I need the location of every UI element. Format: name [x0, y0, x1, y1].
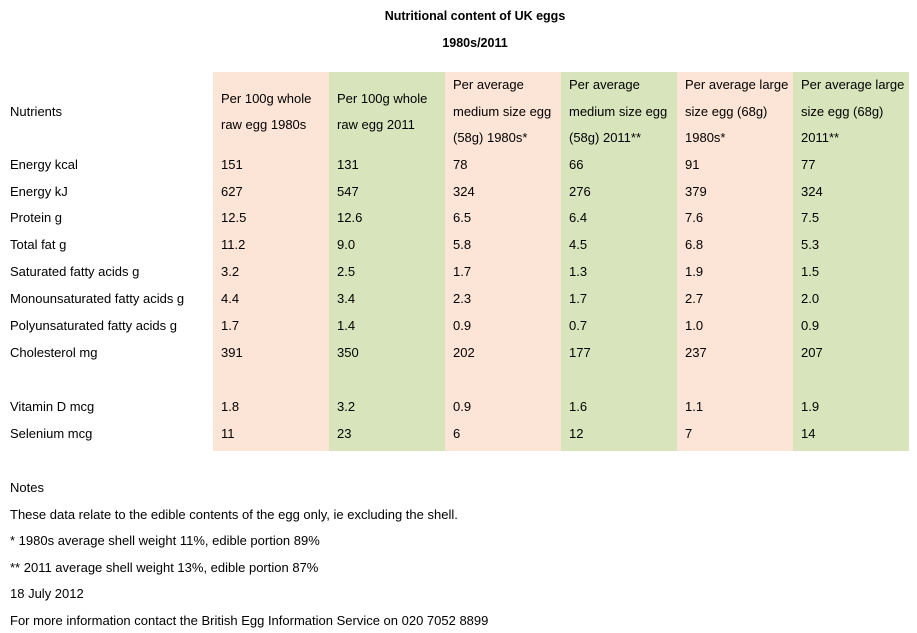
- cell: 391: [221, 345, 243, 360]
- cell: 1.9: [685, 264, 704, 279]
- row-label: Cholesterol mg: [10, 345, 98, 360]
- column-header: Per average medium size egg (58g) 1980s*: [453, 77, 552, 146]
- row-label: Selenium mcg: [10, 426, 93, 441]
- cell: 1.9: [801, 399, 820, 414]
- cell: 7.6: [685, 210, 704, 225]
- cell: 202: [453, 345, 475, 360]
- cell: 1.4: [337, 318, 356, 333]
- cell: 12.6: [337, 210, 363, 225]
- column-header: Per 100g whole raw egg 1980s: [221, 90, 312, 133]
- cell: 66: [569, 157, 584, 172]
- cell: 78: [453, 157, 468, 172]
- cell: 1.5: [801, 264, 820, 279]
- cell: 14: [801, 426, 816, 441]
- row-label: Polyunsaturated fatty acids g: [10, 318, 177, 333]
- cell: 5.3: [801, 237, 820, 252]
- cell: 1.6: [569, 399, 588, 414]
- cell: 324: [801, 184, 823, 199]
- column-header: Per average medium size egg (58g) 2011**: [569, 77, 668, 146]
- cell: 7: [685, 426, 693, 441]
- row-label: Energy kJ: [10, 184, 68, 199]
- cell: 2.5: [337, 264, 356, 279]
- cell: 1.0: [685, 318, 704, 333]
- column-header: Per average large size egg (68g) 2011**: [801, 77, 905, 146]
- cell: 3.2: [337, 399, 356, 414]
- column-header: Nutrients: [10, 103, 63, 119]
- note: For more information contact the British…: [10, 613, 489, 628]
- cell: 7.5: [801, 210, 820, 225]
- column-background: [213, 72, 329, 451]
- column-background: [793, 72, 909, 451]
- cell: 0.9: [801, 318, 820, 333]
- cell: 1.8: [221, 399, 240, 414]
- cell: 276: [569, 184, 591, 199]
- column-background: [561, 72, 677, 451]
- cell: 1.7: [569, 291, 588, 306]
- cell: 2.7: [685, 291, 704, 306]
- cell: 177: [569, 345, 591, 360]
- cell: 6.4: [569, 210, 588, 225]
- row-label: Monounsaturated fatty acids g: [10, 291, 185, 306]
- cell: 4.4: [221, 291, 240, 306]
- cell: 350: [337, 345, 359, 360]
- cell: 1.1: [685, 399, 704, 414]
- row-label: Saturated fatty acids g: [10, 264, 140, 279]
- row-label: Energy kcal: [10, 157, 78, 172]
- cell: 547: [337, 184, 359, 199]
- cell: 151: [221, 157, 243, 172]
- cell: 379: [685, 184, 707, 199]
- cell: 1.3: [569, 264, 588, 279]
- note: These data relate to the edible contents…: [10, 507, 458, 522]
- cell: 23: [337, 426, 352, 441]
- cell: 3.2: [221, 264, 240, 279]
- cell: 2.0: [801, 291, 820, 306]
- cell: 324: [453, 184, 475, 199]
- cell: 6.8: [685, 237, 704, 252]
- cell: 11: [221, 426, 235, 441]
- title: Nutritional content of UK eggs: [384, 9, 566, 23]
- cell: 0.9: [453, 399, 472, 414]
- column-background: [329, 72, 445, 451]
- cell: 1.7: [453, 264, 472, 279]
- subtitle: 1980s/2011: [442, 36, 508, 50]
- cell: 11.2: [221, 237, 246, 252]
- cell: 207: [801, 345, 823, 360]
- cell: 4.5: [569, 237, 588, 252]
- cell: 77: [801, 157, 816, 172]
- cell: 0.9: [453, 318, 472, 333]
- column-background: [677, 72, 793, 451]
- cell: 2.3: [453, 291, 472, 306]
- cell: 0.7: [569, 318, 588, 333]
- row-label: Total fat g: [10, 237, 67, 252]
- note: ** 2011 average shell weight 13%, edible…: [10, 560, 319, 575]
- cell: 6: [453, 426, 461, 441]
- cell: 237: [685, 345, 707, 360]
- cell: 3.4: [337, 291, 356, 306]
- cell: 5.8: [453, 237, 472, 252]
- row-label: Protein g: [10, 210, 63, 225]
- note: * 1980s average shell weight 11%, edible…: [10, 533, 320, 548]
- cell: 131: [337, 157, 359, 172]
- cell: 12: [569, 426, 584, 441]
- note: 18 July 2012: [10, 586, 84, 601]
- cell: 12.5: [221, 210, 247, 225]
- cell: 6.5: [453, 210, 472, 225]
- notes-heading: Notes: [10, 480, 44, 495]
- row-label: Vitamin D mcg: [10, 399, 95, 414]
- column-background: [445, 72, 561, 451]
- column-header: Per 100g whole raw egg 2011: [337, 90, 428, 133]
- column-header: Per average large size egg (68g) 1980s*: [685, 77, 789, 146]
- cell: 627: [221, 184, 243, 199]
- cell: 1.7: [221, 318, 240, 333]
- cell: 91: [685, 157, 700, 172]
- cell: 9.0: [337, 237, 356, 252]
